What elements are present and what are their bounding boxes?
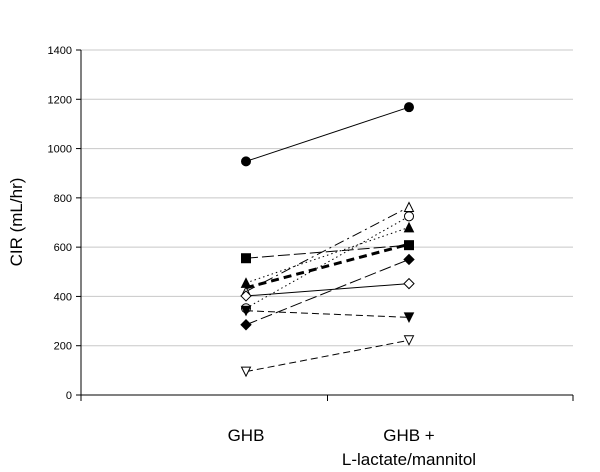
y-ticks: 0 200 400 600 800 1000 1200 1400: [48, 45, 81, 402]
gridlines: [81, 49, 573, 347]
y-tick-label: 200: [54, 341, 72, 353]
data-point: [240, 305, 252, 317]
series-4: [240, 221, 415, 288]
y-tick-label: 1400: [48, 45, 72, 57]
series-8: [240, 277, 415, 302]
y-axis-title: CIR (mL/hr): [7, 178, 26, 267]
series-10: [240, 335, 415, 378]
data-point: [240, 290, 252, 302]
data-point: [403, 312, 415, 323]
series-6: [245, 242, 410, 290]
series-5: [241, 240, 414, 264]
data-point: [403, 277, 415, 290]
series-9: [240, 305, 415, 323]
data-point: [403, 335, 415, 346]
y-tick-label: 1200: [48, 94, 72, 106]
series-line: [245, 259, 410, 326]
series-line: [245, 339, 410, 373]
series-line: [245, 244, 410, 259]
data-point: [241, 156, 251, 167]
data-point: [240, 366, 252, 378]
series-3: [241, 211, 414, 314]
y-tick-label: 1000: [48, 144, 72, 156]
y-tick-label: 0: [66, 390, 72, 402]
x-ticks: GHB GHB + L-lactate/mannitol: [80, 395, 574, 469]
y-tick-label: 600: [54, 242, 72, 254]
data-point: [403, 221, 415, 233]
data-point: [404, 102, 414, 113]
data-point: [403, 201, 415, 212]
y-tick-label: 400: [54, 291, 72, 303]
axes: [80, 50, 573, 396]
series-7: [240, 253, 415, 331]
series-line: [245, 310, 410, 318]
series-group: [240, 102, 415, 378]
x-category-label: GHB + L-lactate/mannitol: [342, 426, 476, 469]
series-line: [245, 106, 410, 162]
series-line: [245, 283, 410, 297]
x-category-label: GHB: [228, 426, 265, 445]
series-1: [241, 102, 414, 167]
series-line: [245, 226, 410, 284]
data-point: [404, 240, 414, 251]
series-line: [245, 242, 410, 290]
y-tick-label: 800: [54, 193, 72, 205]
data-point: [240, 319, 252, 331]
data-point: [404, 211, 414, 222]
data-point: [241, 253, 251, 264]
data-point: [403, 253, 415, 266]
